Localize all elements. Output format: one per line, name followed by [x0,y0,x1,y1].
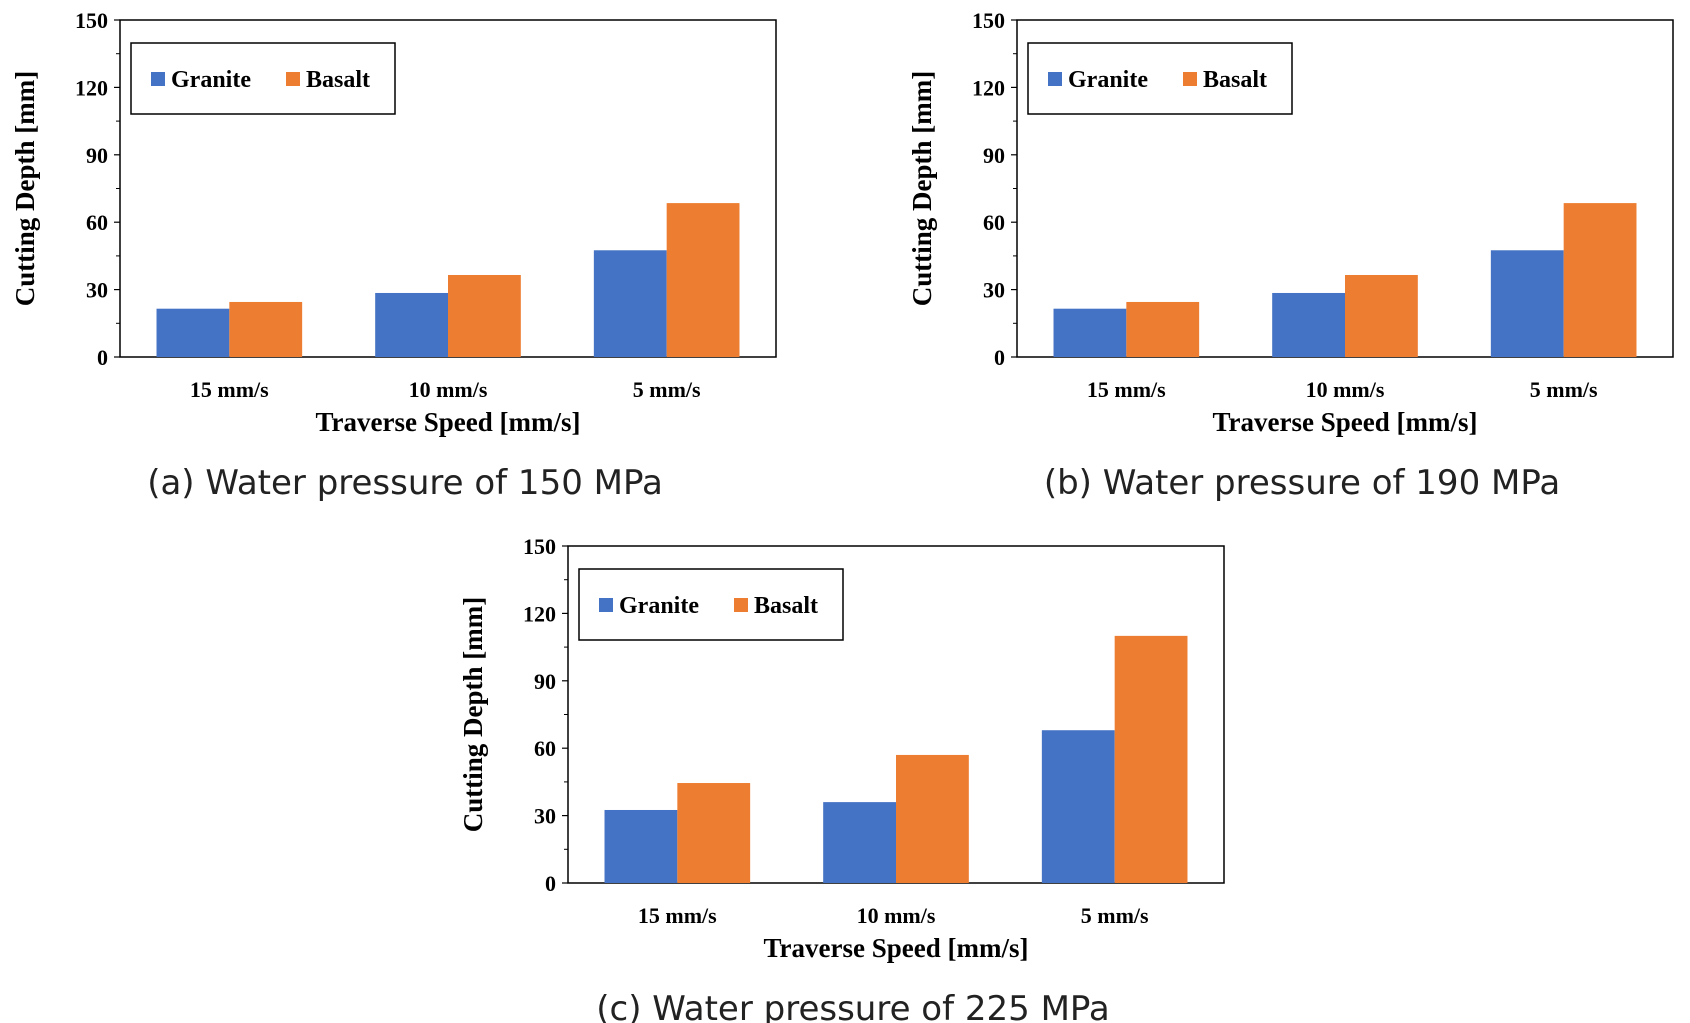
y-tick-label: 0 [97,345,108,370]
panel-caption: (a) Water pressure of 150 MPa [147,463,663,503]
y-tick-label: 30 [86,278,108,303]
bar-basalt-1 [229,301,303,357]
panel-caption: (b) Water pressure of 190 MPa [1044,463,1560,503]
bar-granite-3 [1041,730,1115,883]
legend-swatch-granite [151,72,165,86]
y-tick-label: 120 [523,601,556,626]
x-tick-label: 15 mm/s [638,903,717,928]
x-tick-label: 5 mm/s [633,377,701,402]
y-tick-label: 0 [994,345,1005,370]
chart-panel-c: 0 30 60 90 120 150 15 mm/s 10 mm/s 5 mm/s Travers… [458,534,1225,1023]
legend: Granite Basalt [130,42,396,115]
legend-label-granite: Granite [1068,67,1148,93]
bar-granite-1 [1053,308,1127,357]
legend-label-basalt: Basalt [306,67,370,93]
y-tick-label: 90 [534,669,556,694]
legend-swatch-granite [1048,72,1062,86]
legend-label-granite: Granite [619,593,699,619]
x-tick-label: 10 mm/s [857,903,936,928]
bar-granite-2 [375,292,448,357]
legend-swatch-basalt [286,72,300,86]
bar-granite-2 [1272,292,1345,357]
x-tick-label: 15 mm/s [1087,377,1166,402]
y-tick-label: 60 [534,736,556,761]
y-tick-label: 150 [523,534,556,559]
bar-basalt-1 [1126,301,1200,357]
legend-box [578,568,844,641]
y-tick-label: 150 [972,8,1005,33]
legend-label-basalt: Basalt [1203,67,1267,93]
y-tick-label: 30 [983,278,1005,303]
x-axis-title: Traverse Speed [mm/s] [1213,407,1478,437]
x-tick-label: 15 mm/s [190,377,269,402]
bar-granite-3 [1490,250,1564,357]
legend-swatch-granite [599,598,613,612]
bar-granite-1 [604,809,678,883]
chart-panel-b: 0 30 60 90 120 150 15 mm/s 10 mm/s 5 mm/s Travers… [907,8,1674,503]
y-axis-title: Cutting Depth [mm] [907,71,937,307]
legend-box [1027,42,1293,115]
y-axis-title: Cutting Depth [mm] [10,71,40,307]
legend-label-basalt: Basalt [754,593,818,619]
x-tick-label: 10 mm/s [1306,377,1385,402]
y-tick-label: 120 [972,75,1005,100]
legend-box [130,42,396,115]
legend: Granite Basalt [1027,42,1293,115]
legend: Granite Basalt [578,568,844,641]
bar-basalt-3 [1114,635,1188,883]
y-axis-title: Cutting Depth [mm] [458,597,488,833]
x-tick-label: 10 mm/s [409,377,488,402]
legend-swatch-basalt [1183,72,1197,86]
y-tick-label: 90 [86,143,108,168]
y-tick-label: 120 [75,75,108,100]
bar-basalt-2 [1345,274,1418,357]
y-tick-label: 60 [86,210,108,235]
bar-basalt-3 [666,203,740,357]
legend-swatch-basalt [734,598,748,612]
x-tick-label: 5 mm/s [1081,903,1149,928]
y-tick-label: 150 [75,8,108,33]
y-tick-label: 90 [983,143,1005,168]
x-axis-title: Traverse Speed [mm/s] [764,933,1029,963]
y-tick-label: 60 [983,210,1005,235]
bar-granite-3 [593,250,667,357]
y-tick-label: 0 [545,871,556,896]
bar-basalt-2 [448,274,521,357]
bar-basalt-3 [1563,203,1637,357]
bar-basalt-1 [677,783,751,883]
bar-granite-1 [156,308,230,357]
chart-panel-a: 0 30 60 90 120 150 15 mm/s 10 mm/s 5 mm/s Travers… [10,8,777,503]
y-tick-label: 30 [534,804,556,829]
bar-granite-2 [823,802,896,883]
bar-basalt-2 [896,754,969,883]
x-tick-label: 5 mm/s [1530,377,1598,402]
x-axis-title: Traverse Speed [mm/s] [316,407,581,437]
legend-label-granite: Granite [171,67,251,93]
panel-caption: (c) Water pressure of 225 MPa [596,989,1109,1023]
